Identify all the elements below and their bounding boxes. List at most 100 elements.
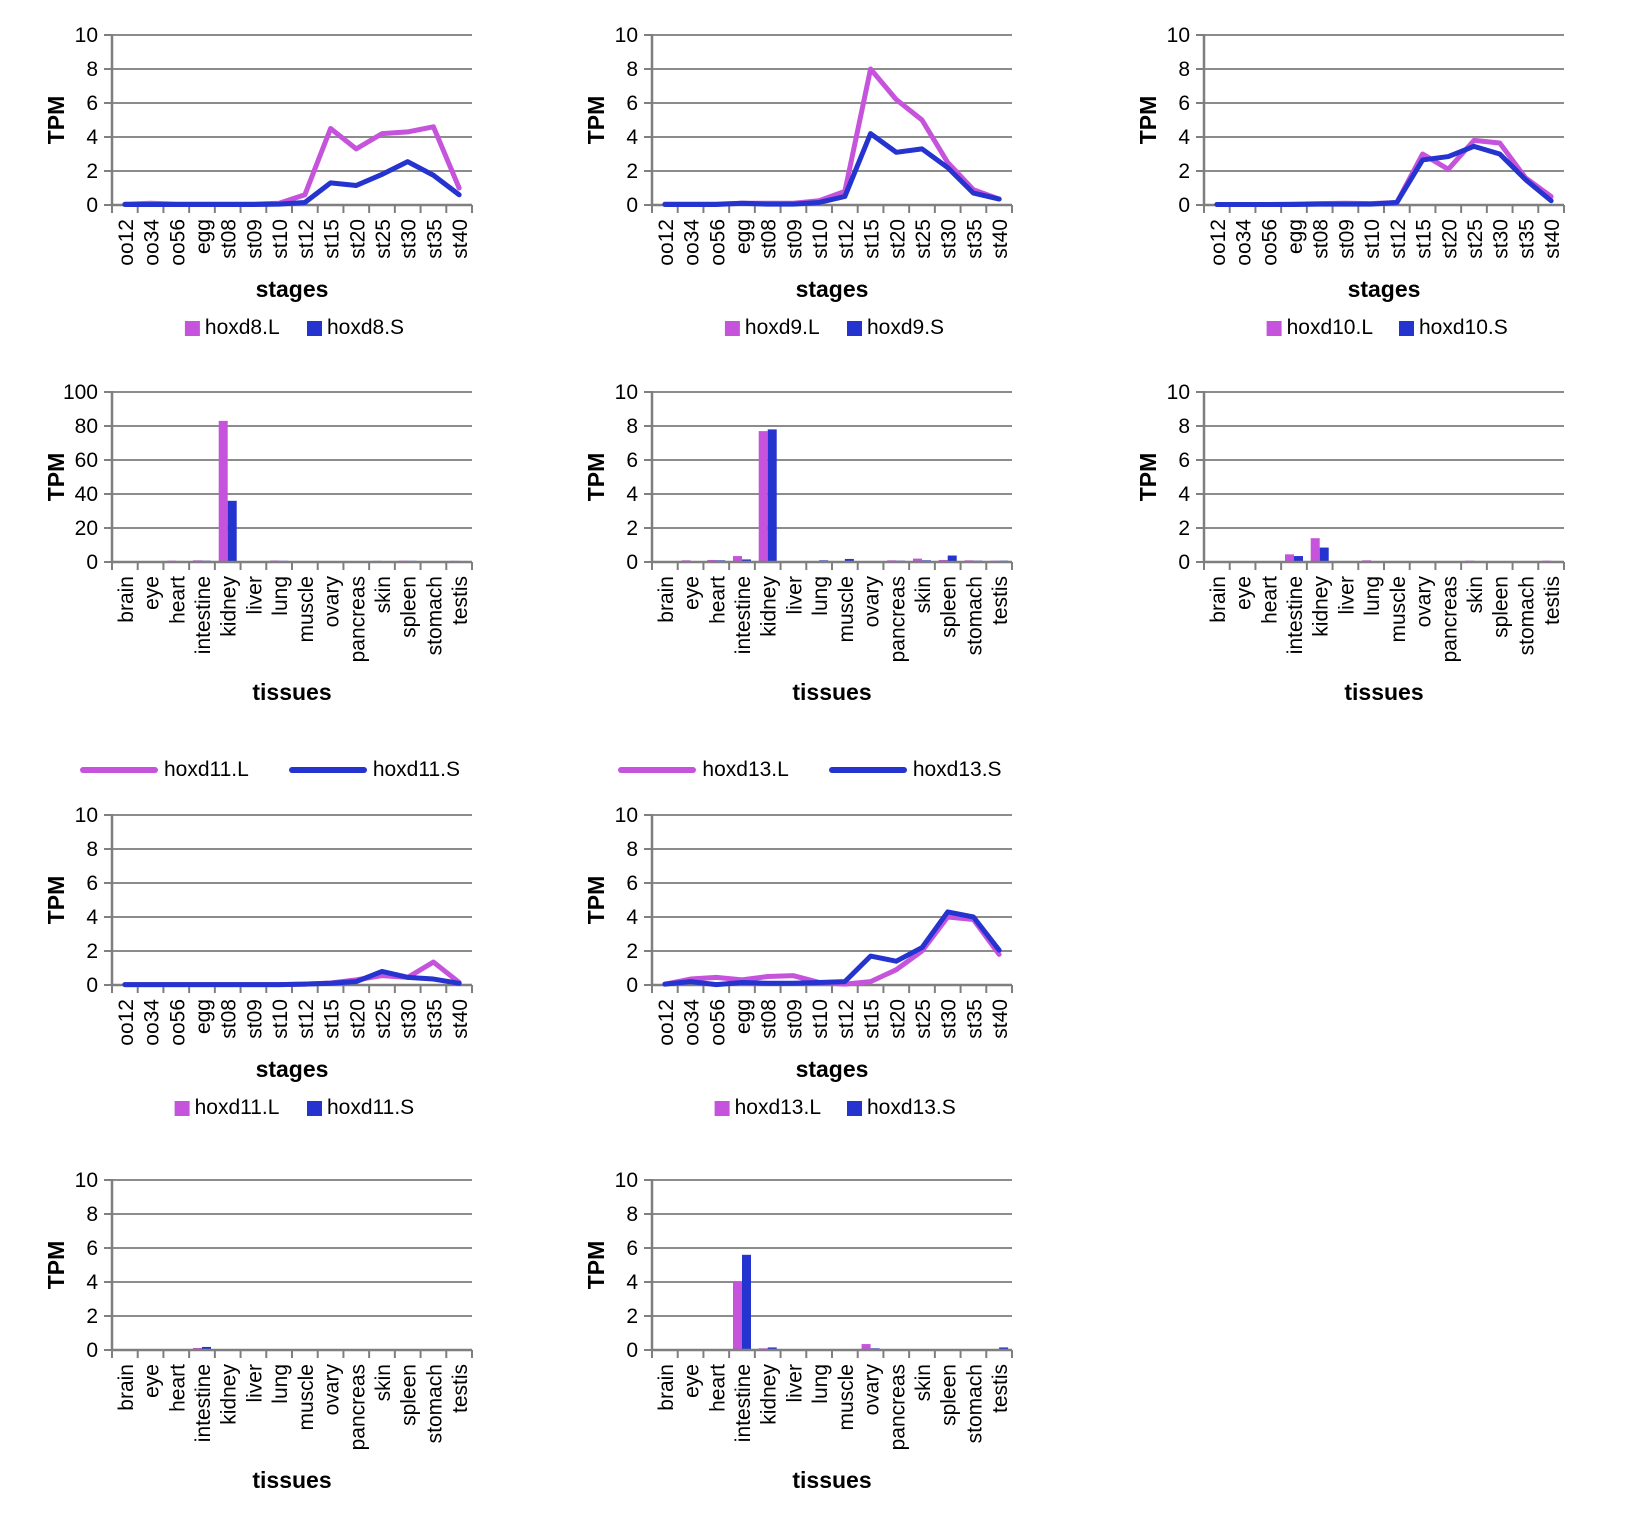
x-tick-label: testis: [989, 1364, 1012, 1413]
x-axis-title: tissues: [1344, 679, 1423, 705]
x-tick-label: st35: [423, 219, 446, 259]
y-tick-label: 0: [626, 194, 638, 217]
bar-hoxd13-s: [742, 1254, 751, 1350]
y-tick-label: 10: [615, 24, 638, 47]
x-tick-label: st12: [835, 219, 858, 259]
y-tick-label: 6: [86, 872, 98, 895]
x-tick-label: oo12: [655, 219, 678, 266]
y-axis-title: TPM: [583, 453, 609, 502]
legend-swatch-hoxd9-l: [724, 321, 740, 336]
x-axis-title: tissues: [792, 1467, 871, 1493]
legend-swatch-hoxd13-l: [714, 1101, 730, 1116]
y-tick-label: 6: [626, 92, 638, 115]
x-tick-label: st15: [321, 219, 344, 259]
x-tick-label: st08: [218, 219, 241, 259]
x-tick-label: spleen: [1490, 576, 1513, 638]
y-tick-label: 0: [626, 974, 638, 997]
legend-label: hoxd13.S: [912, 758, 1002, 781]
x-tick-label: testis: [449, 576, 472, 625]
x-tick-label: st30: [938, 999, 961, 1039]
y-tick-label: 60: [75, 449, 98, 472]
bar-hoxd10-s: [1294, 556, 1303, 562]
y-tick-label: 2: [626, 1305, 638, 1328]
bar-hoxd9-s: [844, 558, 854, 562]
x-tick-label: liver: [1335, 576, 1358, 615]
y-tick-label: 8: [1178, 415, 1190, 438]
bar-hoxd9-l: [913, 558, 922, 562]
x-tick-label: stomach: [963, 576, 986, 655]
bar-hoxd8-l: [218, 420, 228, 562]
x-tick-label: oo56: [166, 999, 189, 1046]
y-axis-title: TPM: [43, 453, 69, 502]
y-tick-label: 8: [86, 1203, 98, 1226]
x-tick-label: brain: [1207, 576, 1230, 623]
bar-hoxd11-s: [202, 1346, 211, 1350]
x-tick-label: pancreas: [346, 1364, 369, 1450]
y-axis-title: TPM: [43, 96, 69, 145]
x-tick-label: oo56: [1258, 219, 1281, 266]
x-tick-label: muscle: [1387, 576, 1410, 643]
x-tick-label: oo34: [681, 999, 704, 1046]
x-tick-label: st30: [398, 219, 421, 259]
y-axis-title: TPM: [1135, 96, 1161, 145]
y-tick-label: 6: [86, 92, 98, 115]
y-axis-title: TPM: [1135, 453, 1161, 502]
y-tick-label: 10: [75, 804, 98, 827]
x-tick-label: skin: [912, 1364, 935, 1401]
bar-hoxd10-l: [1285, 554, 1294, 562]
y-tick-label: 80: [75, 415, 98, 438]
x-tick-label: oo34: [141, 999, 164, 1046]
x-tick-label: st25: [912, 219, 935, 259]
x-tick-label: st12: [295, 999, 318, 1039]
y-tick-label: 6: [1178, 449, 1190, 472]
x-axis-title: stages: [796, 1056, 869, 1082]
y-tick-label: 0: [86, 1339, 98, 1362]
x-tick-label: oo12: [655, 999, 678, 1046]
y-axis-title: TPM: [583, 1241, 609, 1290]
legend-swatch-hoxd8-l: [184, 321, 200, 336]
y-tick-label: 2: [1178, 517, 1190, 540]
x-tick-label: st25: [372, 219, 395, 259]
x-tick-label: heart: [706, 576, 729, 624]
x-tick-label: stomach: [963, 1364, 986, 1443]
line-series-hoxd8-l: [122, 124, 462, 207]
x-tick-label: lung: [269, 1364, 292, 1404]
y-tick-label: 2: [86, 160, 98, 183]
legend-swatch-hoxd10-s: [1399, 321, 1414, 336]
y-tick-label: 2: [626, 517, 638, 540]
chart-svg: 0 2 4 6 8 10 brain eye heart intestine kidney liver…: [583, 381, 1013, 705]
x-tick-label: st10: [1361, 219, 1384, 259]
hoxd11-L-line-swatch: [79, 767, 158, 773]
x-tick-label: brain: [655, 576, 678, 623]
x-tick-label: st40: [449, 219, 472, 259]
bar-hoxd10-s: [1319, 547, 1329, 562]
legend-hoxd11-line: hoxd11.L hoxd11.S: [20, 752, 520, 788]
legend-label: hoxd9.L: [745, 316, 820, 339]
x-tick-label: skin: [1464, 576, 1487, 613]
x-tick-label: pancreas: [886, 1364, 909, 1450]
bar-hoxd13-l: [861, 1344, 871, 1350]
line-series-hoxd11-s: [122, 968, 462, 988]
y-tick-label: 8: [626, 415, 638, 438]
x-tick-label: st09: [243, 999, 266, 1039]
y-tick-label: 6: [1178, 92, 1190, 115]
x-tick-label: stomach: [423, 1364, 446, 1443]
x-tick-label: st35: [423, 999, 446, 1039]
x-tick-label: liver: [783, 1364, 806, 1403]
legend-label: hoxd8.L: [205, 316, 280, 339]
x-tick-label: st09: [1335, 219, 1358, 259]
x-tick-label: stomach: [1515, 576, 1538, 655]
y-axis-title: TPM: [583, 96, 609, 145]
x-tick-label: oo34: [141, 219, 164, 266]
x-tick-label: eye: [681, 1364, 704, 1398]
bar-hoxd8-s: [227, 500, 237, 562]
y-tick-label: 20: [75, 517, 98, 540]
x-tick-label: kidney: [758, 576, 781, 637]
legend-swatch-hoxd11-s: [307, 1101, 322, 1116]
x-tick-label: spleen: [398, 576, 421, 638]
x-tick-label: intestine: [192, 1364, 215, 1442]
y-tick-label: 4: [86, 126, 98, 149]
